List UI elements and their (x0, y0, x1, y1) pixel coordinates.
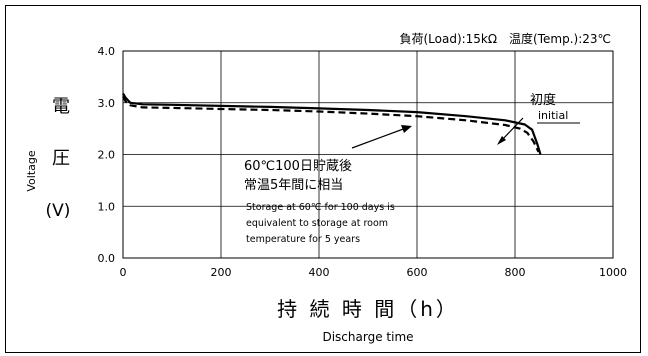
grid-lines (123, 51, 613, 258)
series-line-stored (122, 95, 540, 153)
x-tick-label: 600 (407, 266, 428, 279)
y-tick-label: 0.0 (98, 252, 116, 265)
y-axis-label-en: Voltage (25, 150, 38, 191)
x-axis-label-en: Discharge time (322, 330, 413, 344)
x-tick-label: 800 (505, 266, 526, 279)
stored-label-en-3: temperature for 5 years (246, 234, 360, 245)
series-line-initial (122, 92, 542, 155)
series-lines (122, 92, 542, 155)
y-tick-label: 4.0 (98, 45, 116, 58)
y-tick-labels: 0.0 1.0 2.0 3.0 4.0 (98, 45, 116, 265)
x-tick-label: 200 (211, 266, 232, 279)
stored-label-ja-1: 60℃100日貯蔵後 (244, 159, 352, 174)
y-tick-label: 3.0 (98, 97, 116, 110)
y-axis-label-char-3: (V) (46, 201, 71, 221)
y-axis-label-char-2: 圧 (52, 148, 70, 169)
chart-frame: 負荷(Load):15kΩ 温度(Temp.):23℃ 0.0 1.0 2.0 3.0… (5, 5, 641, 353)
initial-label-ja: 初度 (530, 92, 556, 108)
stored-arrowhead (401, 125, 412, 133)
stored-label-en-1: Storage at 60℃ for 100 days is (246, 202, 395, 213)
discharge-chart: 負荷(Load):15kΩ 温度(Temp.):23℃ 0.0 1.0 2.0 3.0… (25, 31, 628, 344)
y-tick-label: 1.0 (98, 200, 116, 213)
x-tick-label: 1000 (599, 266, 627, 279)
initial-label-en: initial (538, 109, 568, 122)
x-axis-label-ja: 持 続 時 間（h） (277, 297, 459, 321)
initial-arrow (500, 117, 524, 142)
y-axis-label-char-1: 電 (52, 96, 70, 117)
stored-arrow (351, 127, 407, 149)
y-tick-label: 2.0 (98, 149, 116, 162)
x-tick-label: 0 (120, 266, 127, 279)
x-tick-label: 400 (309, 266, 330, 279)
initial-arrowhead (497, 136, 506, 145)
stored-label-en-2: equivalent to storage at room (246, 218, 388, 229)
stored-label-ja-2: 常温5年間に相当 (244, 178, 343, 193)
chart-condition: 負荷(Load):15kΩ 温度(Temp.):23℃ (399, 31, 611, 46)
x-tick-labels: 0 200 400 600 800 1000 (120, 266, 628, 279)
